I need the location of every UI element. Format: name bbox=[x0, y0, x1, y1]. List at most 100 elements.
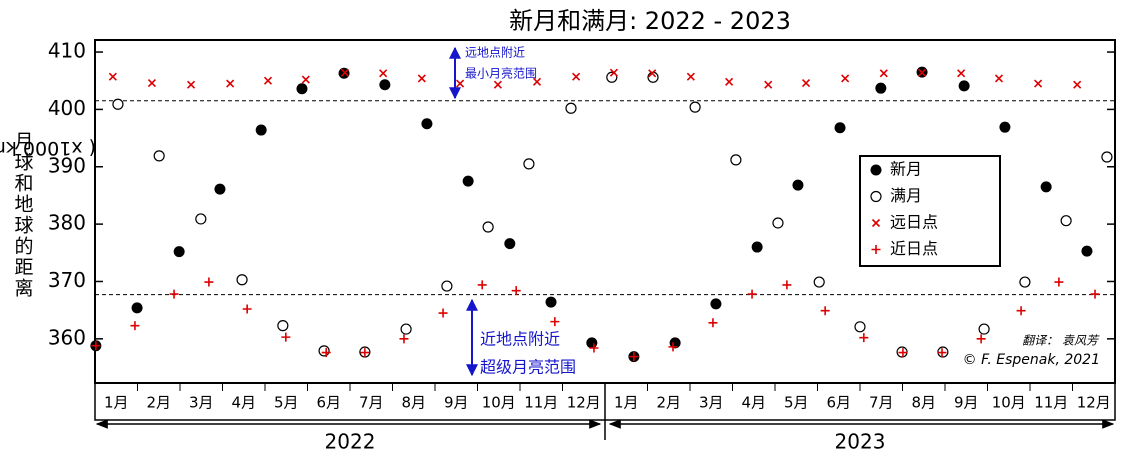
year-label: 2022 bbox=[325, 430, 376, 454]
point bbox=[545, 296, 557, 308]
point bbox=[340, 68, 349, 77]
point bbox=[565, 102, 577, 114]
point bbox=[130, 321, 140, 331]
point bbox=[606, 71, 618, 83]
x-tick-label: 9月 bbox=[954, 394, 979, 412]
legend-label: 满月 bbox=[890, 186, 922, 205]
x-tick-label: 4月 bbox=[231, 394, 256, 412]
point bbox=[871, 245, 881, 254]
point bbox=[532, 77, 542, 86]
point bbox=[859, 333, 869, 343]
point bbox=[169, 289, 179, 299]
point bbox=[764, 80, 773, 89]
point bbox=[1034, 79, 1043, 88]
point bbox=[870, 164, 882, 176]
point bbox=[399, 334, 409, 344]
point bbox=[263, 76, 273, 85]
y-tick-label: 410 bbox=[48, 39, 86, 63]
point bbox=[648, 69, 657, 78]
x-tick-label: 6月 bbox=[826, 394, 851, 412]
x-tick-label: 12月 bbox=[1077, 394, 1111, 412]
point bbox=[879, 69, 888, 78]
year-label: 2023 bbox=[835, 430, 886, 454]
point bbox=[801, 78, 811, 88]
point bbox=[708, 318, 718, 328]
point bbox=[153, 150, 165, 162]
point bbox=[523, 158, 535, 170]
point bbox=[772, 217, 784, 229]
point bbox=[91, 341, 101, 351]
point bbox=[854, 321, 866, 333]
point bbox=[296, 83, 308, 95]
point bbox=[255, 124, 267, 136]
x-tick-label: 1月 bbox=[104, 394, 129, 412]
annotation: 近地点附近 bbox=[480, 330, 560, 349]
point bbox=[747, 289, 757, 299]
point bbox=[281, 332, 291, 342]
point bbox=[999, 121, 1011, 133]
x-tick-label: 8月 bbox=[401, 394, 426, 412]
point bbox=[477, 280, 487, 290]
y-tick-label: 360 bbox=[48, 325, 86, 349]
point bbox=[751, 241, 763, 253]
point bbox=[400, 323, 412, 335]
x-tick-label: 6月 bbox=[316, 394, 341, 412]
x-tick-label: 8月 bbox=[911, 394, 936, 412]
point bbox=[629, 352, 639, 362]
point bbox=[462, 175, 474, 187]
point bbox=[792, 179, 804, 191]
point bbox=[493, 80, 502, 89]
point bbox=[710, 298, 722, 310]
point bbox=[1054, 277, 1064, 287]
y-unit-label: ( x1000 km) bbox=[0, 137, 96, 159]
point bbox=[957, 69, 966, 78]
point bbox=[820, 306, 830, 316]
point bbox=[441, 280, 453, 292]
point bbox=[1016, 306, 1026, 316]
point bbox=[871, 218, 881, 228]
point bbox=[609, 68, 618, 77]
y-tick-label: 400 bbox=[48, 96, 86, 120]
x-tick-label: 5月 bbox=[274, 394, 299, 412]
point bbox=[379, 69, 388, 78]
x-tick-label: 7月 bbox=[359, 394, 384, 412]
point bbox=[112, 98, 124, 110]
x-tick-label: 10月 bbox=[482, 394, 516, 412]
point bbox=[782, 280, 792, 290]
point bbox=[204, 277, 214, 287]
point bbox=[730, 154, 742, 166]
point bbox=[482, 221, 494, 233]
point bbox=[1101, 151, 1113, 163]
point bbox=[1040, 181, 1052, 193]
x-tick-label: 4月 bbox=[741, 394, 766, 412]
point bbox=[186, 80, 196, 89]
x-tick-label: 10月 bbox=[992, 394, 1026, 412]
legend bbox=[859, 155, 1001, 267]
point bbox=[1081, 245, 1093, 257]
point bbox=[589, 343, 599, 353]
y-tick-label: 390 bbox=[48, 153, 86, 177]
y-tick-label: 380 bbox=[48, 211, 86, 235]
point bbox=[875, 82, 887, 94]
annotation: 远地点附近 bbox=[465, 46, 525, 60]
point bbox=[379, 79, 391, 91]
point bbox=[994, 74, 1004, 83]
point bbox=[318, 345, 330, 357]
point bbox=[686, 72, 695, 81]
point bbox=[195, 213, 207, 225]
x-tick-label: 7月 bbox=[869, 394, 894, 412]
point bbox=[226, 79, 235, 88]
x-tick-label: 2月 bbox=[656, 394, 681, 412]
point bbox=[214, 183, 226, 195]
point bbox=[108, 72, 117, 81]
x-tick-label: 3月 bbox=[189, 394, 214, 412]
chart-title: 新月和满月: 2022 - 2023 bbox=[509, 7, 791, 35]
y-tick-label: 370 bbox=[48, 268, 86, 292]
x-tick-label: 5月 bbox=[784, 394, 809, 412]
point bbox=[417, 74, 426, 83]
x-tick-label: 9月 bbox=[444, 394, 469, 412]
point bbox=[550, 317, 560, 327]
legend-label: 远日点 bbox=[890, 213, 938, 232]
y-axis-label: 月球和地球的距离 bbox=[12, 131, 34, 299]
